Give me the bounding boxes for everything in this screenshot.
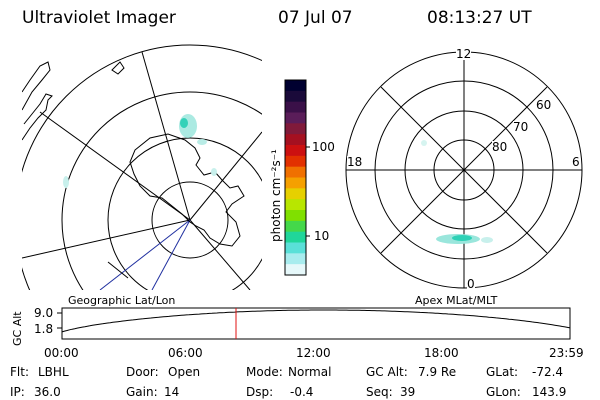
colorbar-stripe	[285, 80, 306, 92]
colorbar-stripe	[285, 264, 306, 276]
colorbar-stripe	[285, 101, 306, 114]
mlt-label-right: 6	[572, 155, 580, 169]
door-value: Open	[168, 365, 201, 379]
ip-label: IP:	[10, 385, 25, 399]
colorbar-stripe	[285, 123, 306, 135]
dsp-value: -0.4	[290, 385, 314, 399]
altitude-ytick-label: 1.8	[34, 322, 54, 336]
latitude-ring	[151, 181, 229, 259]
coastline-antarctica	[129, 133, 245, 247]
gain-value: 14	[164, 385, 180, 399]
aurora-emission-right	[421, 140, 493, 244]
colorbar-stripe	[285, 253, 306, 265]
terminator-line	[151, 219, 191, 290]
glon-label: GLon:	[486, 385, 521, 399]
altitude-ytick-label: 9.0	[34, 306, 54, 320]
colorbar-tick-label: 10	[314, 229, 330, 243]
mlat-label: 60	[536, 98, 552, 112]
colorbar-stripe	[285, 177, 306, 189]
meridian-line	[39, 111, 191, 221]
altitude-plot-frame	[61, 307, 571, 340]
right-map-caption: Apex MLat/MLT	[415, 294, 498, 307]
meridian-line	[141, 51, 191, 221]
altitude-ylabel: GC Alt	[11, 311, 24, 346]
time-tick-label: 00:00	[44, 346, 79, 360]
glon-value: 143.9	[532, 385, 567, 399]
dsp-label: Dsp:	[246, 385, 274, 399]
colorbar-stripe	[285, 242, 306, 254]
coastline	[22, 93, 53, 141]
mlat-label: 80	[492, 140, 508, 154]
colorbar-stripe	[285, 145, 306, 157]
mode-label: Mode:	[246, 365, 283, 379]
colorbar-stripe	[285, 112, 306, 124]
mlt-line	[380, 86, 548, 254]
terminator-line	[99, 219, 191, 290]
observation-date: 07 Jul 07	[278, 8, 353, 28]
filter-value: LBHL	[38, 365, 69, 379]
gain-label: Gain:	[126, 385, 158, 399]
coastline	[22, 61, 51, 111]
mode-value: Normal	[288, 365, 332, 379]
gc-alt-value: 7.9 Re	[418, 365, 457, 379]
seq-label: Seq:	[366, 385, 393, 399]
latitude-ring	[22, 44, 262, 290]
colorbar-stripe	[285, 199, 306, 211]
coastline	[111, 61, 125, 75]
time-tick-label: 23:59	[549, 346, 584, 360]
time-tick-label: 12:00	[296, 346, 331, 360]
seq-value: 39	[400, 385, 416, 399]
colorbar-stripe	[285, 90, 306, 103]
left-map-caption: Geographic Lat/Lon	[68, 294, 176, 307]
glat-value: -72.4	[532, 365, 564, 379]
colorbar-stripe	[285, 134, 306, 146]
glat-label: GLat:	[486, 365, 519, 379]
gc-alt-label: GC Alt:	[366, 365, 408, 379]
observation-time: 08:13:27 UT	[427, 8, 532, 28]
ip-value: 36.0	[34, 385, 61, 399]
instrument-title: Ultraviolet Imager	[22, 8, 176, 28]
meridian-line	[22, 219, 191, 259]
door-label: Door:	[126, 365, 159, 379]
coastline	[107, 261, 129, 279]
altitude-curve	[61, 309, 571, 333]
colorbar-stripe	[285, 188, 306, 200]
latitude-ring	[107, 137, 262, 290]
mlt-label-bottom: 0	[467, 277, 475, 291]
meridian-line	[189, 219, 251, 290]
mlat-label: 70	[513, 120, 529, 134]
time-tick-label: 18:00	[424, 346, 459, 360]
latitude-ring	[61, 91, 262, 290]
colorbar-stripe	[285, 210, 306, 222]
colorbar-stripe	[285, 231, 306, 244]
time-tick-label: 06:00	[168, 346, 203, 360]
colorbar-stripe	[285, 220, 306, 233]
meridian-line	[189, 131, 262, 221]
mlt-label-top: 12	[456, 47, 472, 61]
colorbar-tick-label: 100	[312, 140, 335, 154]
colorbar-stripe	[285, 166, 306, 179]
colorbar-stripe	[285, 155, 306, 168]
filter-label: Flt:	[10, 365, 29, 379]
aurora-emission-left	[63, 114, 217, 188]
mlt-label-left: 18	[347, 155, 363, 169]
